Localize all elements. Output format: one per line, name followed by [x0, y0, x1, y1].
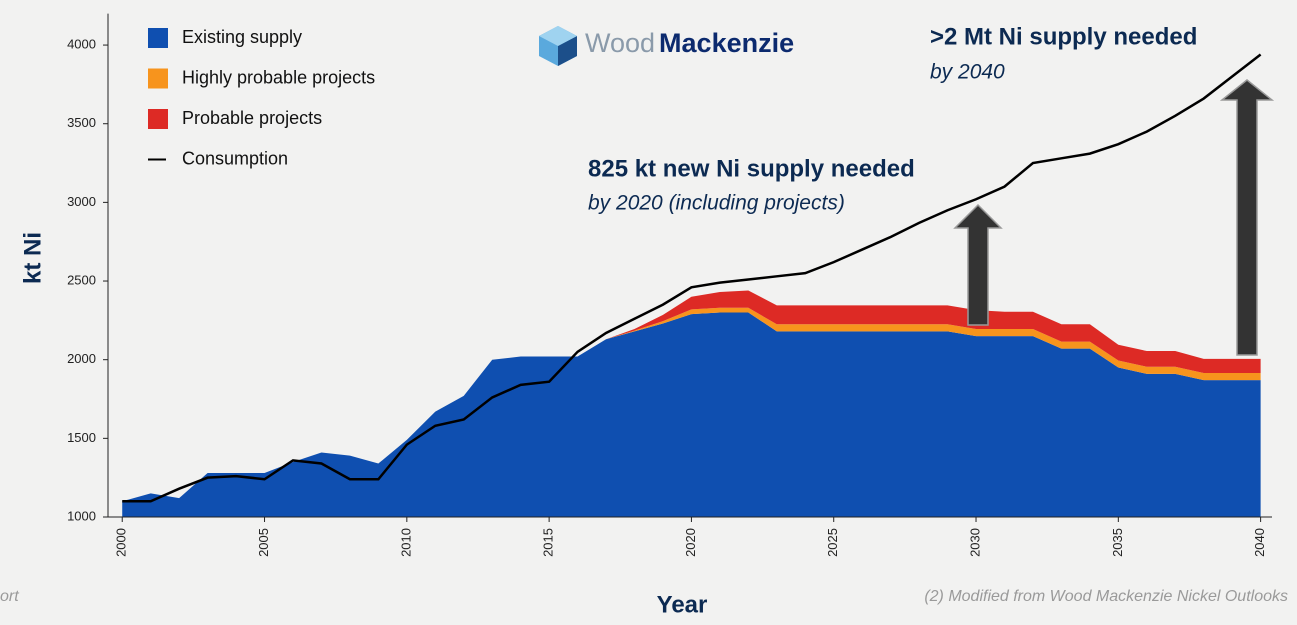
plot-area: 1000 1500 2000 2500 3000 3500 4000 2000 2005 2010…: [67, 13, 1272, 557]
y-tick-label: 3500: [67, 115, 96, 130]
x-tick-label: 2035: [1110, 528, 1125, 557]
annotation-title: >2 Mt Ni supply needed: [930, 23, 1197, 50]
y-tick-label: 2000: [67, 351, 96, 366]
x-axis-label: Year: [657, 591, 708, 618]
legend-label: Existing supply: [182, 27, 302, 47]
legend-label: Consumption: [182, 148, 288, 168]
logo-word: Mackenzie: [659, 28, 794, 58]
area: [122, 312, 1261, 517]
y-tick-label: 3000: [67, 194, 96, 209]
y-tick-label: 4000: [67, 37, 96, 52]
x-tick-label: 2040: [1252, 528, 1267, 557]
y-tick-label: 1500: [67, 430, 96, 445]
y-axis-label: kt Ni: [19, 232, 46, 284]
annotation-subtitle: by 2020 (including projects): [588, 192, 845, 215]
x-tick-label: 2005: [256, 528, 271, 557]
x-tick-label: 2020: [683, 528, 698, 557]
legend-swatch: [148, 68, 168, 89]
footnote: (2) Modified from Wood Mackenzie Nickel …: [924, 588, 1288, 605]
logo: Wood Mackenzie: [539, 26, 794, 66]
x-tick-label: 2015: [541, 528, 556, 557]
x-tick-label: 2000: [114, 528, 129, 557]
annotation-subtitle: by 2040: [930, 61, 1005, 84]
y-tick-label: 2500: [67, 272, 96, 287]
legend-label: Probable projects: [182, 108, 322, 128]
x-tick-label: 2025: [825, 528, 840, 557]
x-tick-label: 2030: [967, 528, 982, 557]
legend-label: Highly probable projects: [182, 67, 375, 87]
x-tick-label: 2010: [398, 528, 413, 557]
footnote: ort: [0, 588, 19, 605]
annotation-title: 825 kt new Ni supply needed: [588, 155, 915, 182]
logo-text: Wood Mackenzie: [585, 28, 794, 58]
legend-swatch: [148, 109, 168, 129]
y-tick-label: 1000: [67, 508, 96, 523]
legend-swatch: [148, 28, 168, 48]
arrow: [953, 79, 1275, 356]
logo-word: Wood: [585, 28, 655, 58]
line: [122, 53, 1262, 503]
